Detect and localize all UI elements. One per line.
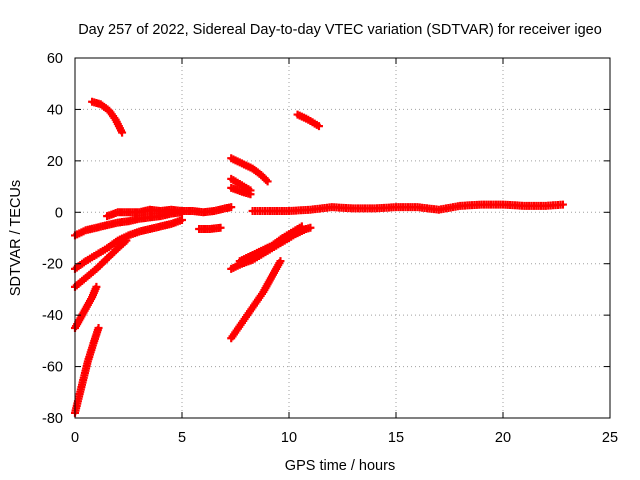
- series-arc-13: [235, 222, 306, 266]
- x-axis-label: GPS time / hours: [285, 458, 395, 474]
- x-tick-label: 5: [178, 430, 186, 446]
- y-tick-label: -40: [42, 308, 63, 324]
- grid: [75, 58, 610, 418]
- y-tick-label: 0: [55, 205, 63, 221]
- data-point: [94, 324, 103, 332]
- series-arc-6: [71, 282, 101, 332]
- data-point: [216, 223, 225, 232]
- data-point: [92, 282, 101, 291]
- data-point: [314, 122, 323, 131]
- data-point: [306, 223, 315, 232]
- series-arc-4: [71, 216, 186, 273]
- series-arc-15: [293, 110, 323, 131]
- y-tick-label: 40: [47, 102, 63, 118]
- series-arc-8: [195, 223, 225, 233]
- series-arc-5: [71, 236, 131, 291]
- data-point: [558, 200, 567, 209]
- data-point: [227, 203, 236, 212]
- x-tick-label: 25: [602, 430, 618, 446]
- series-arc-7: [71, 324, 103, 417]
- data-point: [118, 128, 127, 137]
- data-point: [276, 257, 285, 266]
- axis-ticks: 0 5 10 15 20 25 -80 -60 -40 -20 0 20 40 60: [42, 51, 618, 446]
- y-tick-label: 60: [47, 51, 63, 67]
- data-point: [246, 190, 255, 199]
- x-tick-label: 20: [495, 430, 511, 446]
- data-point: [178, 216, 186, 224]
- series-arc-16: [248, 200, 567, 215]
- data-point: [122, 236, 131, 245]
- series-arc-3: [103, 203, 236, 221]
- series-arc-11: [227, 183, 255, 199]
- plot-frame: [74, 57, 611, 419]
- data-point: [263, 177, 272, 186]
- y-axis-label: SDTVAR / TECUs: [8, 180, 24, 296]
- x-tick-label: 10: [281, 430, 297, 446]
- series-arc-1: [88, 97, 127, 137]
- data-points: [71, 97, 567, 417]
- x-tick-label: 15: [388, 430, 404, 446]
- y-tick-label: -20: [42, 257, 63, 273]
- chart-title: Day 257 of 2022, Sidereal Day-to-day VTE…: [78, 22, 602, 38]
- series-arc-9: [227, 154, 272, 186]
- x-tick-label: 0: [71, 430, 79, 446]
- series-arc-14: [227, 257, 285, 343]
- y-tick-label: -80: [42, 411, 63, 427]
- data-point: [297, 222, 306, 231]
- y-tick-label: -60: [42, 360, 63, 376]
- y-tick-label: 20: [47, 154, 63, 170]
